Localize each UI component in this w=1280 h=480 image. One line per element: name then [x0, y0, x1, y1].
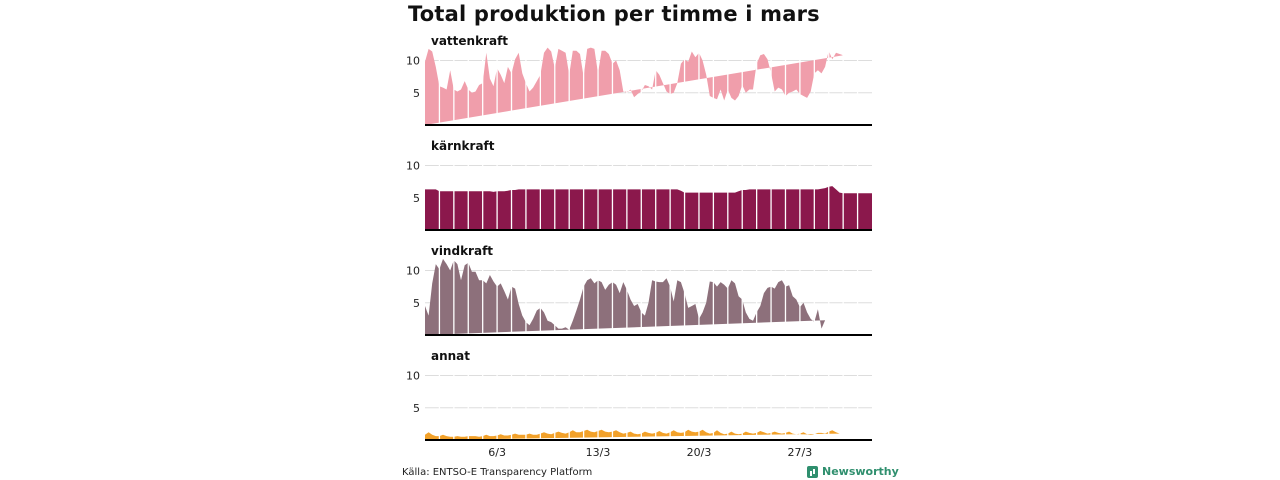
series-area-vindkraft [425, 258, 826, 335]
y-tick-label-annat-5: 5 [413, 402, 420, 415]
brand-name: Newsworthy [822, 465, 899, 478]
y-tick-label-vindkraft-5: 5 [413, 297, 420, 310]
y-tick-label-kärnkraft-5: 5 [413, 192, 420, 205]
x-tick-label-6/3: 6/3 [488, 446, 506, 459]
y-tick-label-vindkraft-10: 10 [406, 265, 420, 278]
series-area-annat [425, 429, 840, 440]
panel-label-kärnkraft: kärnkraft [431, 139, 495, 153]
y-tick-label-kärnkraft-10: 10 [406, 160, 420, 173]
series-area-kärnkraft [425, 186, 872, 230]
source-note: Källa: ENTSO-E Transparency Platform [402, 467, 593, 478]
panel-label-vindkraft: vindkraft [431, 244, 493, 258]
y-tick-label-vattenkraft-5: 5 [413, 87, 420, 100]
y-tick-label-vattenkraft-10: 10 [406, 55, 420, 68]
panel-label-vattenkraft: vattenkraft [431, 34, 508, 48]
brand-logo[interactable]: Newsworthy [807, 465, 899, 478]
x-tick-label-27/3: 27/3 [788, 446, 813, 459]
chart-title: Total produktion per timme i mars [408, 2, 820, 26]
x-tick-label-20/3: 20/3 [687, 446, 712, 459]
x-tick-label-13/3: 13/3 [586, 446, 611, 459]
series-area-vattenkraft [425, 47, 844, 125]
newsworthy-icon [807, 465, 818, 478]
y-tick-label-annat-10: 10 [406, 370, 420, 383]
panel-label-annat: annat [431, 349, 470, 363]
